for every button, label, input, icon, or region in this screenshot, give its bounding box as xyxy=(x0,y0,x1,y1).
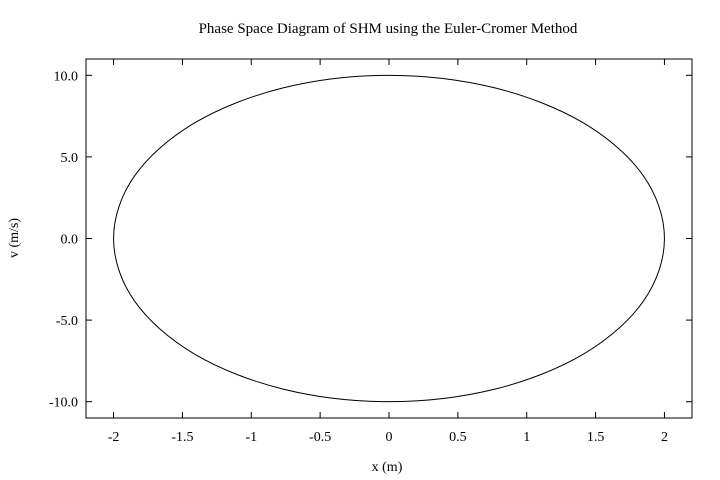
y-tick-label: 5.0 xyxy=(61,151,79,166)
chart-title: Phase Space Diagram of SHM using the Eul… xyxy=(199,21,578,37)
y-tick-label: -10.0 xyxy=(49,396,78,411)
y-tick-label: 10.0 xyxy=(54,69,79,84)
y-axis-ticks: -10.0 -5.0 0.0 5.0 10.0 xyxy=(49,69,692,411)
x-tick-label: -2 xyxy=(108,430,120,445)
phase-trajectory-line xyxy=(113,74,665,403)
x-tick-label: -1.5 xyxy=(171,430,193,445)
x-tick-label: 0 xyxy=(386,430,393,445)
y-axis-label: v (m/s) xyxy=(7,218,22,258)
x-tick-label: 1 xyxy=(523,430,530,445)
x-axis-label: x (m) xyxy=(372,460,403,475)
y-tick-label: -5.0 xyxy=(56,314,78,329)
x-tick-label: 0.5 xyxy=(449,430,467,445)
x-tick-label: 1.5 xyxy=(587,430,605,445)
y-tick-label: 0.0 xyxy=(61,233,79,248)
x-tick-label: -1 xyxy=(245,430,257,445)
x-tick-label: 2 xyxy=(661,430,668,445)
plot-frame xyxy=(85,58,693,419)
x-tick-label: -0.5 xyxy=(309,430,331,445)
x-axis-ticks: -2 -1.5 -1 -0.5 0 0.5 1 1.5 2 xyxy=(108,59,668,445)
